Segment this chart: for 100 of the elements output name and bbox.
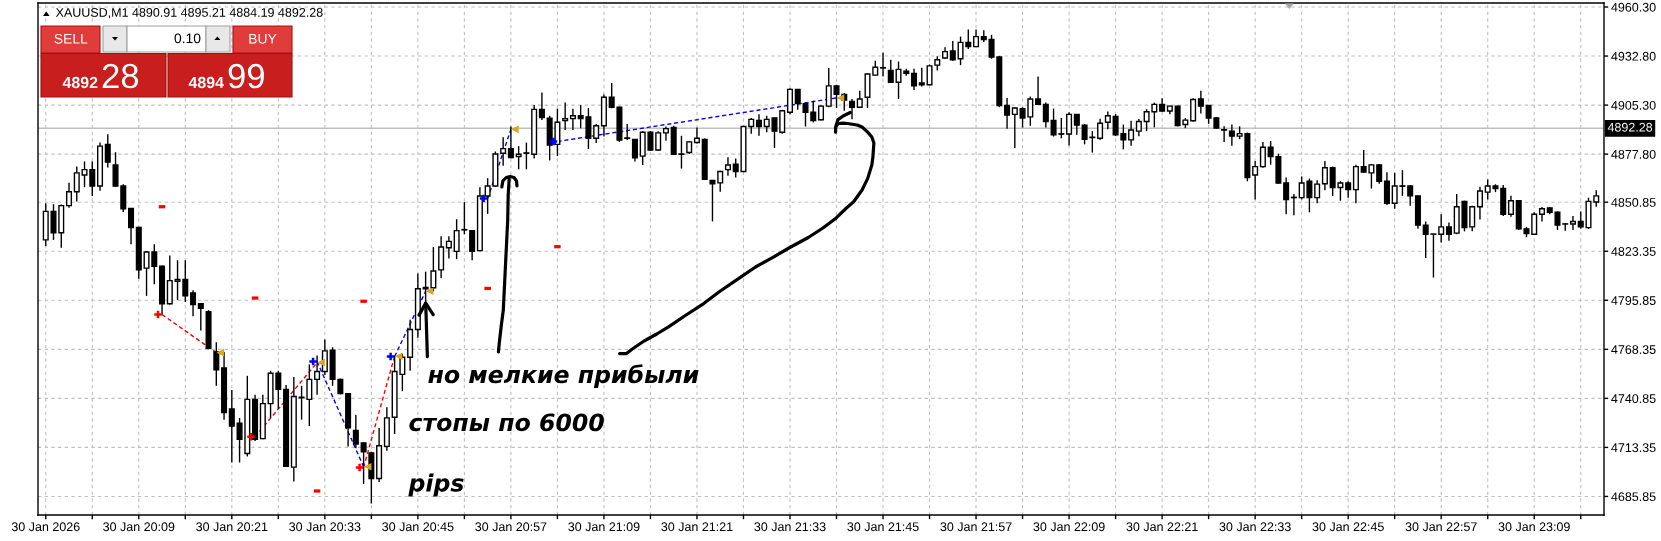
candlestick xyxy=(65,182,73,209)
candlestick xyxy=(786,87,794,116)
candlestick xyxy=(569,107,576,131)
x-tick-label: 30 Jan 22:33 xyxy=(1219,522,1291,532)
candlestick xyxy=(724,156,731,177)
candlestick xyxy=(128,207,135,245)
candlestick xyxy=(1476,186,1483,221)
candlestick xyxy=(1383,171,1390,206)
candlestick xyxy=(1221,125,1228,143)
annotation: 99 xyxy=(228,63,264,89)
y-tick-label: 4960.30 xyxy=(1611,2,1656,12)
x-tick-label: 30 Jan 21:45 xyxy=(847,522,919,532)
candlestick xyxy=(1469,204,1476,233)
ref-line-label: 4892.28 xyxy=(1607,122,1653,132)
candlestick xyxy=(1097,117,1104,141)
candlestick xyxy=(879,51,887,78)
candlestick xyxy=(593,123,600,144)
candlestick xyxy=(1314,179,1321,204)
y-tick-label: 4823.35 xyxy=(1611,247,1656,256)
candlestick xyxy=(1011,106,1018,149)
y-tick-label: 4905.30 xyxy=(1611,100,1656,110)
x-tick-label: 30 Jan 22:45 xyxy=(1312,522,1384,532)
y-tick-label: 4768.35 xyxy=(1611,345,1656,354)
candlestick xyxy=(507,125,514,159)
candlestick xyxy=(360,441,367,485)
candlestick xyxy=(1352,164,1359,204)
candlestick xyxy=(918,66,925,88)
y-tick-label: 4795.85 xyxy=(1611,296,1656,305)
y-tick-label: 4932.80 xyxy=(1611,51,1656,61)
candlestick xyxy=(352,414,359,449)
candlestick xyxy=(104,133,111,169)
candlestick xyxy=(562,101,569,131)
candlestick xyxy=(1283,176,1290,215)
candlestick xyxy=(523,141,530,170)
candlestick xyxy=(755,113,763,137)
candlestick xyxy=(1507,195,1514,218)
candlestick xyxy=(314,354,321,396)
candlestick xyxy=(445,235,452,260)
y-tick-label: 4877.80 xyxy=(1611,149,1656,159)
x-tick-label: 30 Jan 22:57 xyxy=(1405,522,1477,532)
x-tick-label: 30 Jan 22:09 xyxy=(1033,522,1105,532)
candlestick xyxy=(655,130,662,152)
candlestick xyxy=(500,136,507,167)
y-tick-label: 4850.85 xyxy=(1611,198,1656,207)
candlestick xyxy=(911,68,918,91)
y-tick-label: 4685.85 xyxy=(1611,492,1656,502)
x-tick-label: 30 Jan 20:21 xyxy=(196,522,268,532)
candlestick xyxy=(709,179,716,223)
candlestick xyxy=(438,235,445,279)
text: стопы по 6000 pips xyxy=(408,413,604,497)
y-tick-label: 4713.35 xyxy=(1611,443,1656,453)
x-tick-label: 30 Jan 22:21 xyxy=(1126,522,1198,532)
annotation: 0.10 xyxy=(174,33,201,44)
x-tick-label: 30 Jan 23:09 xyxy=(1498,522,1570,532)
candlestick xyxy=(1321,160,1328,192)
candlestick xyxy=(1004,97,1011,130)
candlestick xyxy=(1438,213,1445,244)
candlestick xyxy=(1042,101,1049,129)
candlestick xyxy=(515,145,522,170)
candlestick xyxy=(197,302,204,332)
annotation: BUY xyxy=(249,34,277,44)
candlestick xyxy=(166,254,173,306)
candlestick xyxy=(693,126,700,145)
annotation: 28 xyxy=(102,63,139,89)
candlestick xyxy=(1228,123,1235,147)
x-tick-label: 30 Jan 2026 xyxy=(11,522,80,532)
candlestick xyxy=(228,389,235,464)
annotation: 4892 xyxy=(62,76,98,89)
candlestick xyxy=(662,125,669,142)
x-tick-label: 30 Jan 20:57 xyxy=(475,522,547,532)
y-tick-label: 4740.85 xyxy=(1611,394,1656,404)
x-tick-label: 30 Jan 21:33 xyxy=(754,522,826,532)
x-tick-label: 30 Jan 21:09 xyxy=(568,522,640,532)
candlestick xyxy=(1128,120,1135,147)
candlestick xyxy=(1073,113,1080,136)
candlestick xyxy=(949,40,956,62)
candlestick xyxy=(1252,160,1259,201)
candlestick xyxy=(1035,75,1042,106)
candlestick xyxy=(887,59,894,84)
candlestick xyxy=(190,289,197,317)
candlestick xyxy=(1190,97,1197,123)
candlestick xyxy=(1569,215,1577,231)
chart-title: XAUUSD,M1 4890.91 4895.21 4884.19 4892.28 xyxy=(55,8,323,19)
annotation: SELL xyxy=(54,33,88,44)
candlestick xyxy=(1197,90,1204,115)
annotation: 4894 xyxy=(188,76,224,89)
candlestick xyxy=(624,123,631,141)
candlestick xyxy=(213,341,220,387)
x-tick-label: 30 Jan 20:45 xyxy=(382,522,454,532)
x-tick-label: 30 Jan 21:21 xyxy=(661,522,733,532)
candlestick xyxy=(1445,221,1452,242)
candlestick xyxy=(1531,211,1538,236)
candlestick xyxy=(1259,141,1266,169)
x-tick-label: 30 Jan 21:57 xyxy=(940,522,1012,532)
candlestick xyxy=(1066,111,1073,147)
x-tick-label: 30 Jan 20:09 xyxy=(103,522,175,532)
candlestick xyxy=(469,229,476,261)
x-tick-label: 30 Jan 20:33 xyxy=(289,522,361,532)
annotation: но мелкие прибыли xyxy=(428,364,699,388)
candlestick xyxy=(538,91,545,121)
